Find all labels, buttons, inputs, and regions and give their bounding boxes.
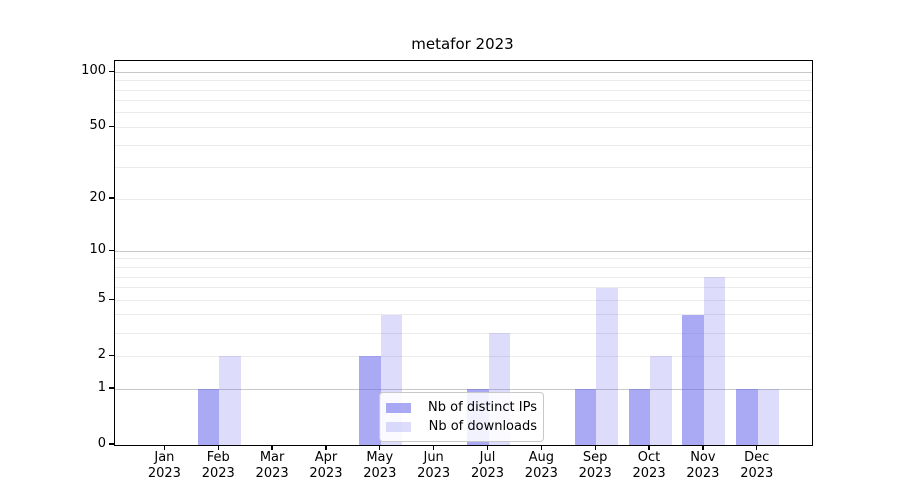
x-tick-label: May 2023	[363, 450, 397, 481]
gridline-minor	[115, 314, 812, 316]
gridline-minor	[115, 167, 812, 169]
y-tick-label: 5	[97, 291, 106, 307]
x-tick-mark	[702, 445, 704, 450]
y-tick-mark	[109, 249, 114, 251]
gridline-minor	[115, 276, 812, 278]
x-tick-mark	[433, 445, 435, 450]
x-tick-mark	[379, 445, 381, 450]
gridline-minor	[115, 80, 812, 82]
x-tick-label: Feb 2023	[201, 450, 235, 481]
gridline-minor	[115, 100, 812, 102]
legend-item-downloads: Nb of downloads	[386, 417, 537, 436]
x-tick-label: Aug 2023	[524, 450, 558, 481]
x-tick-label: Oct 2023	[632, 450, 666, 481]
legend-label-distinct-ips: Nb of distinct IPs	[428, 400, 537, 415]
gridline-minor	[115, 355, 812, 357]
bar-nb-of-downloads	[757, 389, 780, 445]
gridline-minor	[115, 112, 812, 114]
y-tick-label: 0	[97, 436, 106, 451]
x-tick-mark	[486, 445, 489, 450]
gridline-minor	[115, 267, 812, 268]
y-tick-mark	[109, 298, 114, 300]
y-tick-label: 100	[81, 63, 106, 79]
gridline-minor	[115, 126, 812, 128]
x-tick-label: Nov 2023	[686, 450, 720, 481]
gridline-minor	[115, 89, 812, 91]
bar-nb-of-downloads	[219, 356, 241, 445]
bar-nb-of-distinct-ips	[736, 389, 758, 445]
x-tick-label: Apr 2023	[309, 450, 343, 481]
bar-nb-of-distinct-ips	[628, 389, 651, 445]
gridline-minor	[115, 258, 812, 260]
bar-nb-of-distinct-ips	[574, 389, 597, 445]
y-tick-mark	[109, 197, 114, 199]
x-tick-mark	[648, 445, 650, 450]
gridline-minor	[115, 299, 812, 301]
x-tick-mark	[271, 445, 273, 450]
plot-area: Nb of distinct IPs Nb of downloads	[114, 60, 813, 446]
bar-nb-of-distinct-ips	[197, 389, 220, 445]
gridline-minor	[115, 287, 812, 289]
legend: Nb of distinct IPs Nb of downloads	[379, 392, 544, 442]
gridline-minor	[115, 198, 812, 200]
x-tick-mark	[594, 445, 596, 450]
y-tick-label: 2	[97, 347, 106, 363]
x-tick-label: Jun 2023	[417, 450, 451, 481]
x-tick-mark	[325, 445, 327, 450]
bar-nb-of-downloads	[596, 287, 618, 445]
y-tick-label: 10	[89, 242, 106, 258]
x-tick-mark	[217, 445, 219, 450]
y-tick-mark	[109, 443, 114, 445]
gridline-major	[115, 250, 812, 252]
bar-nb-of-downloads	[650, 356, 672, 445]
y-tick-mark	[109, 125, 114, 128]
y-tick-mark	[109, 70, 114, 72]
y-tick-mark	[109, 354, 114, 356]
x-tick-mark	[540, 445, 542, 450]
legend-swatch-downloads	[386, 421, 411, 432]
bar-nb-of-downloads	[703, 277, 726, 445]
x-tick-label: Jan 2023	[147, 450, 181, 481]
x-tick-mark	[163, 445, 166, 450]
gridline-minor	[115, 144, 812, 146]
y-tick-label: 20	[89, 190, 106, 206]
y-tick-label: 50	[89, 118, 106, 134]
legend-label-downloads: Nb of downloads	[428, 419, 537, 434]
x-tick-mark	[756, 445, 758, 450]
y-tick-label: 1	[97, 380, 106, 395]
bar-nb-of-distinct-ips	[359, 356, 381, 445]
gridline-minor	[115, 332, 812, 334]
x-tick-label: Sep 2023	[578, 450, 612, 481]
bar-nb-of-distinct-ips	[682, 314, 704, 445]
y-tick-mark	[109, 387, 114, 389]
chart-title: metafor 2023	[411, 35, 514, 53]
x-tick-label: Mar 2023	[255, 450, 289, 481]
gridline-major	[115, 388, 812, 390]
legend-swatch-distinct-ips	[386, 402, 411, 413]
x-tick-label: Dec 2023	[740, 450, 774, 481]
legend-item-distinct-ips: Nb of distinct IPs	[386, 398, 537, 417]
gridline-major	[115, 71, 812, 73]
x-tick-label: Jul 2023	[470, 450, 505, 481]
